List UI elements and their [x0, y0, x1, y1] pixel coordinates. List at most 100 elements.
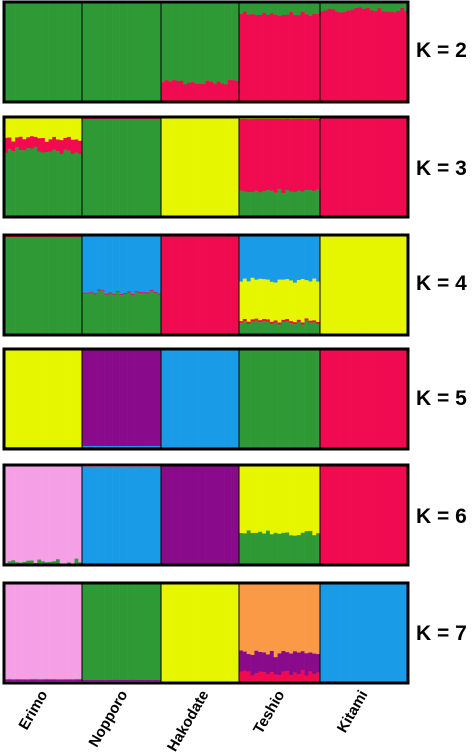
ancestry-bar [157, 293, 162, 295]
ancestry-bar [350, 235, 355, 336]
ancestry-bar [289, 2, 294, 13]
ancestry-bar [172, 583, 177, 684]
ancestry-bar [242, 118, 248, 192]
ancestry-bar [134, 445, 139, 448]
ancestry-bar [308, 235, 313, 282]
ancestry-bar [254, 350, 259, 449]
ancestry-bar [320, 235, 325, 336]
ancestry-bar [119, 119, 124, 218]
ancestry-bar [194, 583, 199, 684]
ancestry-bar [220, 465, 225, 566]
ancestry-bar [11, 679, 16, 681]
ancestry-bar [149, 235, 154, 291]
ancestry-bar [293, 119, 298, 193]
ancestry-bar [331, 584, 336, 683]
ancestry-bar [281, 2, 286, 16]
ancestry-bar [100, 350, 105, 447]
ancestry-bar [157, 583, 162, 681]
ancestry-bar [112, 293, 117, 295]
ancestry-bar [269, 281, 275, 322]
ancestry-bar [4, 679, 9, 681]
ancestry-bar [119, 293, 124, 296]
ancestry-bar [48, 583, 53, 680]
ancestry-bar [74, 139, 79, 153]
ancestry-bar [346, 117, 351, 218]
ancestry-bar [82, 119, 87, 218]
ancestry-bar [269, 465, 275, 535]
ancestry-bar [59, 465, 64, 565]
ancestry-bar [381, 11, 386, 103]
ancestry-bar [239, 350, 244, 449]
ancestry-bar [285, 118, 290, 191]
ancestry-bar [296, 583, 302, 653]
ancestry-bar [85, 293, 90, 336]
ancestry-bar [231, 117, 236, 218]
ancestry-bar [187, 465, 192, 566]
ancestry-bar [108, 2, 113, 102]
ancestry-bar [104, 235, 109, 294]
ancestry-bar [67, 465, 72, 563]
ancestry-bar [242, 583, 248, 652]
ancestry-bar [262, 279, 267, 320]
ancestry-bar [308, 652, 313, 672]
ancestry-bar [396, 10, 401, 103]
ancestry-bar [242, 670, 248, 684]
ancestry-bar [373, 235, 378, 336]
ancestry-bar [209, 235, 214, 336]
ancestry-bar [123, 293, 128, 336]
ancestry-bar [112, 294, 117, 336]
ancestry-bar [138, 119, 143, 218]
ancestry-bar [198, 2, 203, 84]
ancestry-bar [262, 672, 267, 684]
ancestry-bar [183, 2, 188, 85]
ancestry-bar [183, 583, 188, 684]
ancestry-bar [262, 533, 267, 566]
ancestry-bar [242, 320, 248, 336]
ancestry-bar [250, 532, 255, 566]
ancestry-bar [52, 679, 57, 682]
ancestry-bar [242, 318, 248, 322]
ancestry-bar [205, 465, 210, 566]
ancestry-bar [85, 467, 90, 564]
ancestry-bar [100, 2, 105, 102]
ancestry-bar [289, 119, 294, 192]
ancestry-bar [93, 349, 98, 447]
ancestry-bar [231, 465, 236, 566]
ancestry-bar [335, 235, 340, 336]
ancestry-bar [48, 151, 53, 218]
ancestry-bar [48, 680, 53, 682]
ancestry-bar [15, 237, 20, 336]
ancestry-bar [323, 350, 328, 450]
ancestry-bar [56, 237, 61, 336]
ancestry-bar [100, 290, 105, 292]
ancestry-bar [67, 583, 72, 680]
ancestry-bar [89, 583, 94, 681]
ancestry-bar [56, 139, 61, 152]
ancestry-bar [227, 235, 232, 336]
ancestry-bar [308, 15, 313, 103]
ancestry-bar [373, 584, 378, 683]
ancestry-bar [258, 671, 263, 684]
ancestry-bar [201, 465, 206, 566]
ancestry-bar [138, 291, 143, 294]
ancestry-bar [11, 117, 16, 142]
ancestry-bar [362, 2, 367, 10]
ancestry-bar [277, 324, 282, 336]
ancestry-bar [82, 445, 87, 448]
ancestry-bar [281, 583, 286, 652]
ancestry-bar [26, 680, 31, 682]
ancestry-bar [194, 117, 199, 218]
ancestry-bar [266, 319, 271, 322]
ancestry-bar [258, 350, 263, 449]
ancestry-bar [108, 466, 113, 564]
ancestry-bar [258, 15, 263, 103]
ancestry-bar [134, 292, 139, 336]
ancestry-bar [293, 191, 298, 218]
ancestry-bar [142, 292, 147, 294]
panel-frame [2, 463, 410, 567]
ancestry-bar [89, 291, 94, 293]
ancestry-bar [277, 322, 282, 325]
ancestry-bar [335, 11, 340, 103]
ancestry-bar [26, 237, 31, 336]
ancestry-bar [209, 117, 214, 218]
